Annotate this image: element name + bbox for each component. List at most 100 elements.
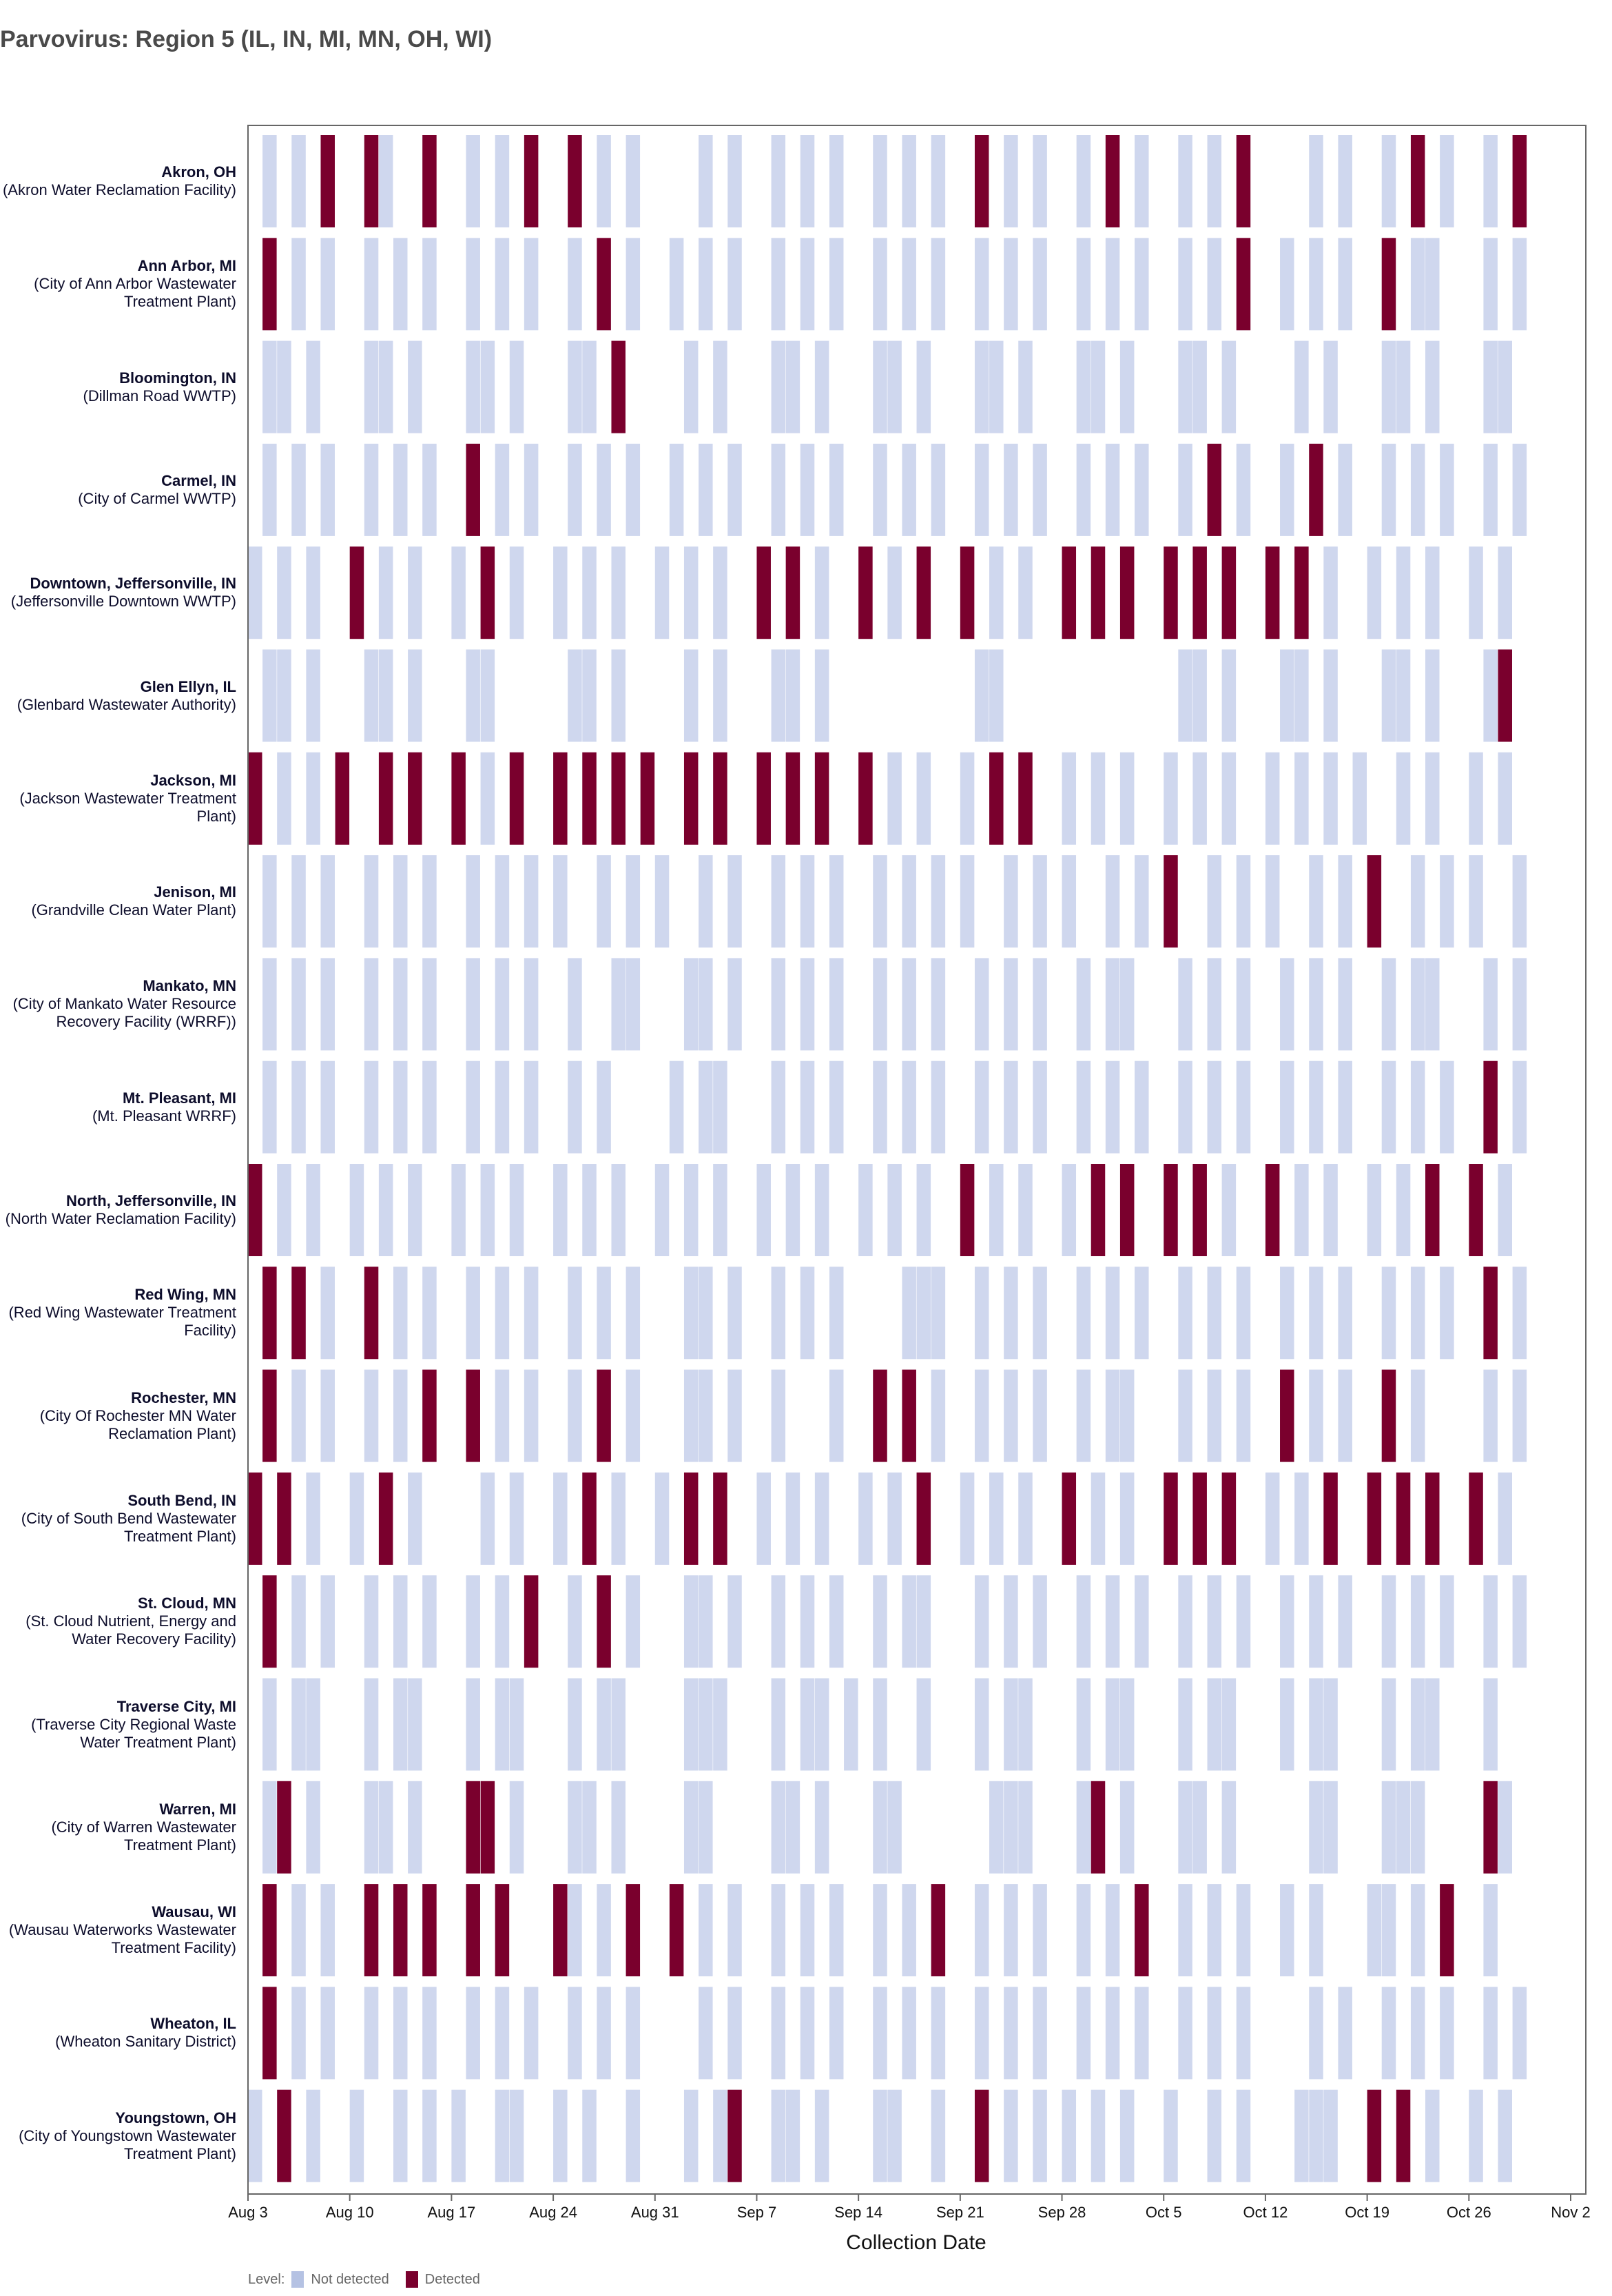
cell-not-detected bbox=[495, 1987, 510, 2080]
cell-detected bbox=[1367, 1472, 1382, 1565]
cell-not-detected bbox=[1367, 1164, 1382, 1256]
cell-not-detected bbox=[727, 1369, 742, 1462]
cell-not-detected bbox=[1207, 1678, 1222, 1771]
cell-detected bbox=[277, 1472, 291, 1565]
cell-not-detected bbox=[873, 1575, 887, 1668]
cell-detected bbox=[291, 1267, 306, 1360]
cell-not-detected bbox=[829, 855, 844, 948]
cell-not-detected bbox=[1323, 649, 1338, 742]
cell-detected bbox=[974, 135, 989, 227]
cell-detected bbox=[393, 1884, 408, 1977]
cell-not-detected bbox=[1119, 1369, 1135, 1462]
cell-not-detected bbox=[1469, 855, 1483, 948]
cell-not-detected bbox=[364, 1060, 379, 1154]
cell-not-detected bbox=[829, 1060, 844, 1154]
cell-not-detected bbox=[626, 135, 641, 227]
cell-not-detected bbox=[408, 1164, 422, 1256]
cell-not-detected bbox=[1105, 443, 1120, 536]
cell-not-detected bbox=[1512, 238, 1527, 331]
cell-not-detected bbox=[393, 238, 408, 331]
cell-not-detected bbox=[1004, 1369, 1018, 1462]
legend-label-detected: Detected bbox=[424, 2271, 480, 2287]
cell-detected bbox=[1192, 1164, 1207, 1256]
cell-not-detected bbox=[1425, 649, 1440, 742]
cell-not-detected bbox=[509, 1164, 524, 1256]
cell-not-detected bbox=[1076, 340, 1091, 433]
cell-not-detected bbox=[713, 1060, 727, 1154]
cell-not-detected bbox=[1076, 135, 1091, 227]
cell-detected bbox=[568, 135, 582, 227]
cell-not-detected bbox=[699, 238, 713, 331]
cell-detected bbox=[1119, 1164, 1135, 1256]
cell-not-detected bbox=[1440, 135, 1454, 227]
row-label: Wheaton, IL (Wheaton Sanitary District) bbox=[2, 2015, 236, 2051]
cell-not-detected bbox=[422, 443, 437, 536]
cell-not-detected bbox=[699, 135, 713, 227]
cell-not-detected bbox=[306, 2089, 320, 2182]
cell-not-detected bbox=[916, 340, 931, 433]
cell-detected bbox=[408, 752, 422, 845]
site-name: St. Cloud, MN bbox=[138, 1595, 236, 1612]
cell-not-detected bbox=[364, 1678, 379, 1771]
site-name: Youngstown, OH bbox=[115, 2109, 236, 2126]
cell-not-detected bbox=[422, 1987, 437, 2080]
cell-detected bbox=[1483, 1781, 1498, 1874]
cell-not-detected bbox=[931, 1987, 946, 2080]
cell-not-detected bbox=[262, 649, 277, 742]
cell-detected bbox=[524, 135, 539, 227]
cell-not-detected bbox=[916, 1678, 931, 1771]
cell-detected bbox=[277, 1781, 291, 1874]
cell-detected bbox=[640, 752, 655, 845]
cell-not-detected bbox=[989, 546, 1004, 639]
cell-detected bbox=[1192, 546, 1207, 639]
cell-not-detected bbox=[320, 1987, 335, 2080]
cell-detected bbox=[553, 752, 568, 845]
cell-not-detected bbox=[262, 1060, 277, 1154]
cell-not-detected bbox=[1178, 1884, 1192, 1977]
site-name: Akron, OH bbox=[161, 163, 236, 181]
cell-not-detected bbox=[553, 2089, 568, 2182]
cell-not-detected bbox=[1105, 1575, 1120, 1668]
cell-not-detected bbox=[654, 855, 670, 948]
cell-not-detected bbox=[785, 1781, 800, 1874]
facility-name: (Akron Water Reclamation Facility) bbox=[2, 181, 236, 198]
cell-not-detected bbox=[902, 238, 916, 331]
cell-not-detected bbox=[1004, 1884, 1018, 1977]
cell-not-detected bbox=[1410, 1369, 1425, 1462]
cell-not-detected bbox=[1221, 752, 1237, 845]
cell-not-detected bbox=[262, 958, 277, 1051]
cell-not-detected bbox=[277, 546, 291, 639]
cell-not-detected bbox=[887, 752, 902, 845]
cell-not-detected bbox=[466, 1060, 480, 1154]
cell-detected bbox=[277, 2089, 291, 2182]
cell-not-detected bbox=[1440, 855, 1454, 948]
cell-not-detected bbox=[771, 855, 786, 948]
cell-not-detected bbox=[800, 1267, 815, 1360]
cell-not-detected bbox=[1033, 1884, 1047, 1977]
cell-detected bbox=[262, 1267, 277, 1360]
cell-not-detected bbox=[1207, 855, 1222, 948]
facility-name: (Jeffersonville Downtown WWTP) bbox=[10, 593, 236, 611]
row-label: Akron, OH (Akron Water Reclamation Facili… bbox=[2, 163, 236, 199]
cell-not-detected bbox=[306, 340, 320, 433]
cell-not-detected bbox=[1381, 443, 1396, 536]
cell-not-detected bbox=[393, 1987, 408, 2080]
row-label: South Bend, IN (City of South Bend Wastew… bbox=[2, 1492, 236, 1546]
cell-not-detected bbox=[553, 1164, 568, 1256]
cell-not-detected bbox=[1309, 1987, 1323, 2080]
cell-detected bbox=[669, 1884, 684, 1977]
cell-not-detected bbox=[291, 135, 306, 227]
cell-not-detected bbox=[785, 340, 800, 433]
cell-not-detected bbox=[1512, 1267, 1527, 1360]
cell-not-detected bbox=[771, 1987, 786, 2080]
cell-not-detected bbox=[1091, 1472, 1106, 1565]
cell-detected bbox=[974, 2089, 989, 2182]
cell-detected bbox=[335, 752, 350, 845]
cell-not-detected bbox=[1207, 1369, 1222, 1462]
cell-not-detected bbox=[291, 958, 306, 1051]
cell-not-detected bbox=[568, 958, 582, 1051]
x-ticks bbox=[247, 2194, 1571, 2201]
cell-detected bbox=[1425, 1472, 1440, 1565]
x-tick-label: Sep 14 bbox=[834, 2204, 883, 2221]
cell-detected bbox=[1135, 1884, 1149, 1977]
